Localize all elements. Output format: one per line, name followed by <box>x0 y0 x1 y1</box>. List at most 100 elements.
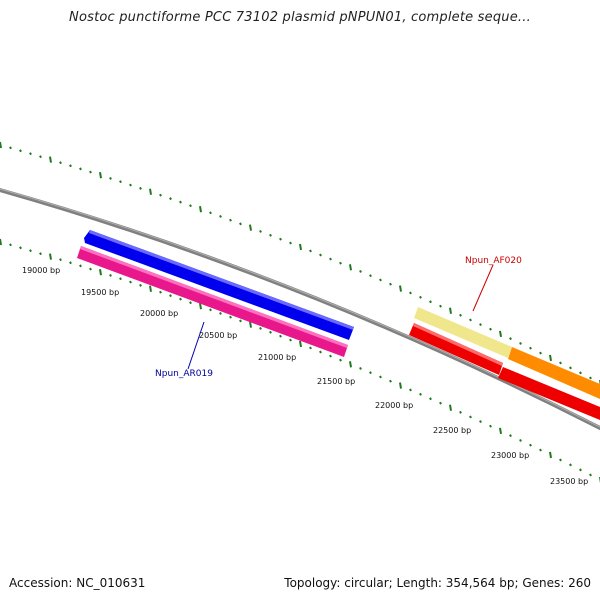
scale-label: 20500 bp <box>199 331 237 340</box>
minor-tick <box>279 334 282 338</box>
minor-tick <box>469 415 472 419</box>
minor-tick <box>79 167 82 171</box>
scale-label: 23500 bp <box>550 477 588 486</box>
minor-tick <box>59 258 62 262</box>
minor-tick <box>369 274 372 278</box>
minor-tick <box>579 468 582 472</box>
minor-tick <box>19 149 22 153</box>
minor-tick <box>589 376 592 380</box>
minor-tick <box>359 270 362 273</box>
minor-tick <box>479 323 482 326</box>
topology-summary: Topology: circular; Length: 354,564 bp; … <box>284 576 591 590</box>
minor-tick <box>109 177 112 180</box>
scale-label: 22000 bp <box>375 401 413 410</box>
minor-tick <box>329 354 332 358</box>
minor-tick <box>429 300 432 304</box>
minor-tick <box>409 291 412 295</box>
gene-blue[interactable] <box>84 230 354 340</box>
accession-text: Accession: NC_010631 <box>9 576 146 590</box>
minor-tick <box>129 183 132 187</box>
minor-tick <box>229 218 232 222</box>
minor-tick <box>419 392 422 396</box>
major-tick <box>399 285 402 292</box>
minor-tick <box>489 327 492 331</box>
minor-tick <box>209 211 212 215</box>
minor-tick <box>379 278 382 282</box>
feature-label-af020[interactable]: Npun_AF020 <box>465 256 522 266</box>
scale-label: 20000 bp <box>140 309 178 318</box>
minor-tick <box>529 443 532 447</box>
minor-tick <box>429 397 432 401</box>
minor-tick <box>69 261 72 265</box>
major-tick <box>299 243 302 251</box>
major-tick <box>199 303 202 310</box>
minor-tick <box>479 420 482 423</box>
major-tick <box>299 340 302 348</box>
minor-tick <box>329 257 332 261</box>
minor-tick <box>169 294 172 298</box>
minor-tick <box>319 350 322 354</box>
gene-pale-yellow[interactable] <box>414 307 512 358</box>
minor-tick <box>169 197 172 201</box>
minor-tick <box>239 222 242 226</box>
major-tick <box>99 172 102 179</box>
minor-tick <box>309 346 312 350</box>
major-tick <box>349 264 352 271</box>
callout-line-ar019 <box>187 321 205 370</box>
inner-tick-track <box>0 238 600 484</box>
outer-tick-track <box>0 141 600 387</box>
minor-tick <box>439 304 442 308</box>
minor-tick <box>179 297 182 301</box>
major-tick <box>549 354 552 362</box>
minor-tick <box>219 312 222 315</box>
feature-label-ar019[interactable]: Npun_AR019 <box>155 369 213 379</box>
minor-tick <box>569 463 572 467</box>
minor-tick <box>159 193 162 197</box>
minor-tick <box>89 267 92 271</box>
callout-line-af020 <box>472 264 494 312</box>
minor-tick <box>229 315 232 319</box>
minor-tick <box>339 261 342 265</box>
minor-tick <box>539 448 542 452</box>
minor-tick <box>379 375 382 379</box>
gene-red[interactable] <box>409 323 600 420</box>
minor-tick <box>589 473 592 477</box>
minor-tick <box>109 274 112 277</box>
major-tick <box>199 206 202 213</box>
minor-tick <box>139 186 142 190</box>
minor-tick <box>569 366 572 370</box>
minor-tick <box>469 318 472 322</box>
minor-tick <box>179 200 182 204</box>
gene-orange[interactable] <box>508 347 600 399</box>
major-tick <box>0 238 2 246</box>
minor-tick <box>189 301 192 305</box>
minor-tick <box>29 249 32 253</box>
minor-tick <box>59 161 62 165</box>
minor-tick <box>39 252 42 256</box>
major-tick <box>99 269 102 276</box>
minor-tick <box>559 361 562 365</box>
gene-pink[interactable] <box>77 246 348 357</box>
scale-label: 19000 bp <box>22 266 60 275</box>
minor-tick <box>129 280 132 284</box>
minor-tick <box>389 379 392 383</box>
minor-tick <box>459 313 462 317</box>
minor-tick <box>439 401 442 405</box>
minor-tick <box>509 337 512 341</box>
major-tick <box>499 330 502 338</box>
minor-tick <box>319 253 322 257</box>
major-tick <box>49 253 52 260</box>
minor-tick <box>539 351 542 355</box>
major-tick <box>449 307 452 314</box>
scale-label: 21500 bp <box>317 377 355 386</box>
minor-tick <box>189 204 192 208</box>
minor-tick <box>419 295 422 299</box>
minor-tick <box>369 371 372 375</box>
minor-tick <box>89 170 92 174</box>
minor-tick <box>9 243 12 247</box>
minor-tick <box>209 308 212 312</box>
major-tick <box>149 285 152 292</box>
minor-tick <box>139 283 142 287</box>
major-tick <box>349 361 352 368</box>
